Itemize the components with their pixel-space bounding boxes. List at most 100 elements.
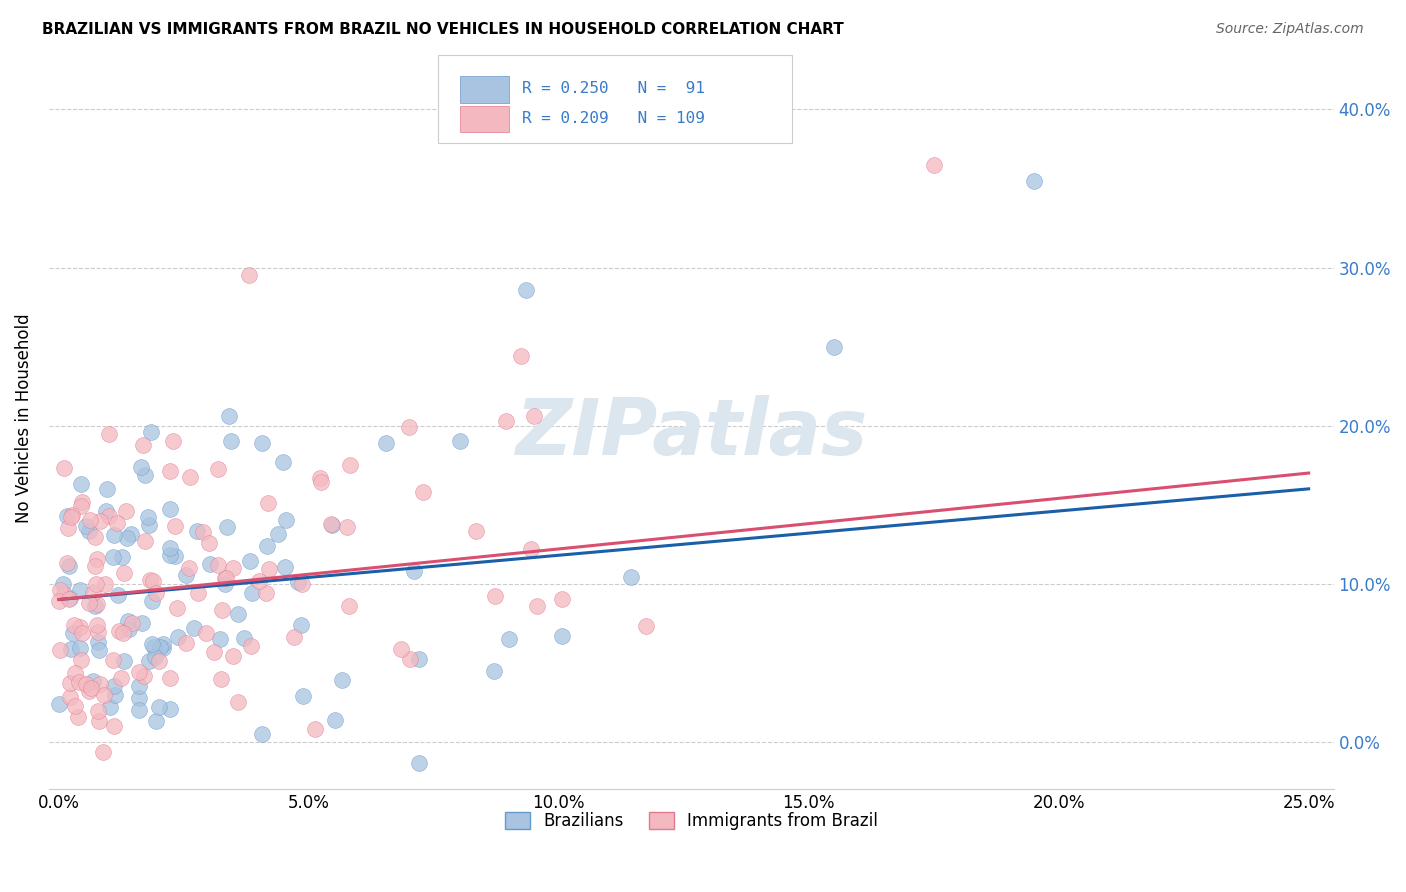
Point xyxy=(98,700,121,714)
Point xyxy=(134,534,156,549)
Point xyxy=(309,475,332,489)
Point xyxy=(79,513,101,527)
Point xyxy=(107,589,129,603)
Point xyxy=(70,494,93,508)
Point xyxy=(118,622,141,636)
Legend: Brazilians, Immigrants from Brazil: Brazilians, Immigrants from Brazil xyxy=(498,805,884,837)
Point xyxy=(197,536,219,550)
Y-axis label: No Vehicles in Household: No Vehicles in Household xyxy=(15,313,32,523)
Point xyxy=(339,458,361,473)
Point xyxy=(86,552,108,566)
Point xyxy=(412,485,434,500)
Point xyxy=(143,649,166,664)
Point xyxy=(159,548,181,562)
Point xyxy=(159,671,181,685)
Point xyxy=(69,582,91,597)
Point xyxy=(209,672,232,686)
Point xyxy=(86,597,108,611)
Point xyxy=(139,573,162,587)
Point xyxy=(308,471,330,485)
Point xyxy=(87,625,110,640)
Point xyxy=(922,158,945,172)
Point xyxy=(330,673,353,688)
Point xyxy=(389,641,412,656)
Point xyxy=(267,527,290,541)
Point xyxy=(292,689,315,703)
Point xyxy=(337,599,360,614)
Point xyxy=(550,630,572,644)
Point xyxy=(398,419,420,434)
Point xyxy=(238,554,260,568)
Point xyxy=(274,560,297,574)
Point xyxy=(112,654,135,668)
Point xyxy=(142,640,165,654)
Point xyxy=(59,591,82,606)
Point xyxy=(254,586,277,600)
Point xyxy=(399,651,422,665)
Point xyxy=(91,746,114,760)
Point xyxy=(52,587,75,601)
Point xyxy=(148,700,170,714)
Point xyxy=(52,577,75,591)
Point xyxy=(110,671,132,685)
Point xyxy=(111,549,134,564)
Point xyxy=(132,669,155,683)
Point xyxy=(214,577,236,591)
Point xyxy=(408,756,430,771)
Point xyxy=(187,586,209,600)
Point xyxy=(526,599,548,613)
Point xyxy=(93,688,115,702)
Point xyxy=(70,653,93,667)
Point xyxy=(56,557,79,571)
Point xyxy=(226,607,249,621)
Point xyxy=(111,626,134,640)
Point xyxy=(93,577,115,591)
Point xyxy=(259,562,281,576)
Point xyxy=(211,603,233,617)
Bar xyxy=(460,76,509,103)
Point xyxy=(59,690,82,704)
Point xyxy=(69,640,91,655)
Point xyxy=(495,414,517,428)
Point xyxy=(219,434,242,449)
Point xyxy=(176,568,198,582)
Point xyxy=(101,653,124,667)
Point xyxy=(226,695,249,709)
Point xyxy=(290,618,312,632)
Point xyxy=(141,593,163,607)
Point xyxy=(82,585,104,599)
Point xyxy=(63,666,86,681)
Point xyxy=(83,558,105,573)
Point xyxy=(148,654,170,668)
Point xyxy=(77,684,100,698)
Point xyxy=(823,340,845,354)
Point xyxy=(336,520,359,534)
Point xyxy=(247,574,270,589)
Point xyxy=(449,434,471,448)
Point xyxy=(408,652,430,666)
Point xyxy=(89,677,111,691)
Point xyxy=(238,268,260,283)
Point xyxy=(152,640,174,655)
Point xyxy=(240,585,263,599)
Point xyxy=(240,639,263,653)
Point xyxy=(138,654,160,668)
Point xyxy=(250,727,273,741)
Point xyxy=(75,677,97,691)
Point xyxy=(152,637,174,651)
Point xyxy=(165,519,187,533)
Point xyxy=(482,664,505,678)
Point xyxy=(636,618,658,632)
Point xyxy=(49,642,72,657)
Point xyxy=(515,283,537,297)
Point xyxy=(97,508,120,523)
Point xyxy=(145,586,167,600)
Point xyxy=(129,460,152,475)
Point xyxy=(134,467,156,482)
Point xyxy=(89,514,111,528)
Point xyxy=(208,632,231,646)
Point xyxy=(159,502,181,516)
Point xyxy=(101,550,124,565)
Point xyxy=(48,697,70,711)
Point xyxy=(69,500,91,514)
